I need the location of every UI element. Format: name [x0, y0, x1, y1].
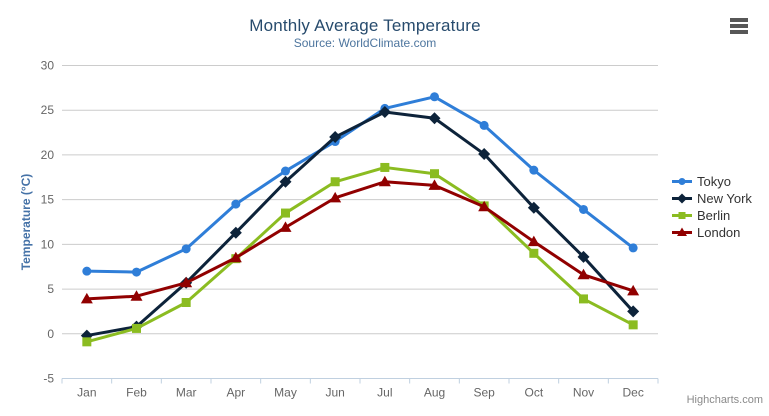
x-axis-label: Jul: [377, 386, 392, 400]
series-marker-london[interactable]: [627, 284, 640, 296]
diamond-marker-icon: [672, 193, 692, 204]
series-marker-tokyo[interactable]: [628, 243, 638, 253]
legend-label: Tokyo: [697, 174, 731, 189]
series-marker-berlin[interactable]: [529, 248, 539, 258]
series-marker-new-york[interactable]: [428, 112, 441, 125]
y-axis-tick-label: 5: [47, 282, 54, 296]
series-line-new-york[interactable]: [85, 110, 635, 338]
y-axis-tick-label: 15: [41, 193, 55, 207]
series-marker-new-york[interactable]: [329, 131, 342, 144]
y-axis-title: Temperature (°C): [19, 174, 33, 271]
triangle-marker-icon: [672, 227, 692, 236]
legend: Tokyo New York Berlin London: [672, 174, 752, 243]
series-marker-london[interactable]: [229, 251, 242, 263]
legend-label: London: [697, 225, 741, 240]
series-marker-tokyo[interactable]: [231, 199, 241, 209]
series-marker-tokyo[interactable]: [430, 92, 439, 102]
series-marker-berlin[interactable]: [628, 320, 638, 330]
legend-label: Berlin: [697, 208, 731, 223]
series-marker-tokyo[interactable]: [479, 120, 489, 130]
x-axis-label: Feb: [126, 386, 147, 400]
series-line-berlin[interactable]: [85, 165, 635, 344]
highcharts-credit-link[interactable]: Highcharts.com: [686, 394, 763, 406]
legend-item-london[interactable]: London: [672, 225, 752, 240]
chart-title: Monthly Average Temperature: [249, 16, 481, 35]
x-axis-label: Oct: [524, 386, 543, 400]
series-marker-berlin[interactable]: [132, 323, 141, 333]
series-marker-berlin[interactable]: [430, 169, 439, 179]
legend-marker-tokyo: [678, 178, 686, 185]
series-marker-london[interactable]: [130, 290, 143, 301]
y-axis-tick-label: 30: [41, 59, 55, 73]
series-marker-london[interactable]: [378, 175, 391, 187]
series-marker-tokyo[interactable]: [579, 204, 588, 214]
series-marker-london[interactable]: [329, 191, 342, 203]
y-axis-tick-label: 10: [41, 237, 55, 251]
legend-marker-london: [677, 227, 687, 236]
series-line-london[interactable]: [85, 180, 635, 301]
x-axis-label: Mar: [176, 386, 197, 400]
series-marker-london[interactable]: [80, 292, 93, 304]
x-axis-label: Apr: [226, 386, 245, 400]
series-marker-tokyo[interactable]: [82, 266, 92, 276]
x-axis-label: Jun: [325, 386, 344, 400]
export-menu-button[interactable]: [726, 13, 752, 39]
y-axis-tick-label: 25: [41, 103, 55, 117]
legend-marker-berlin: [678, 212, 686, 219]
series-marker-berlin[interactable]: [380, 162, 390, 172]
series-marker-new-york[interactable]: [229, 226, 242, 239]
series-marker-london[interactable]: [527, 235, 540, 247]
series-marker-berlin[interactable]: [181, 297, 191, 307]
series-marker-tokyo[interactable]: [132, 267, 141, 277]
series-marker-berlin[interactable]: [281, 208, 290, 218]
legend-item-berlin[interactable]: Berlin: [672, 208, 752, 223]
series-marker-new-york[interactable]: [577, 250, 590, 263]
x-axis-label: Dec: [622, 386, 643, 400]
circle-marker-icon: [672, 178, 692, 185]
x-axis-label: Jan: [77, 386, 96, 400]
series-new-york[interactable]: [80, 106, 640, 342]
series-marker-new-york[interactable]: [279, 175, 292, 188]
series-marker-new-york[interactable]: [478, 148, 491, 161]
x-axis-label: Aug: [424, 386, 445, 400]
hamburger-icon: [730, 18, 748, 34]
y-axis-tick-label: 20: [41, 148, 55, 162]
series-marker-berlin[interactable]: [82, 337, 92, 347]
series-marker-new-york[interactable]: [527, 201, 540, 214]
legend-item-tokyo[interactable]: Tokyo: [672, 174, 752, 189]
series-marker-london[interactable]: [428, 179, 441, 190]
series-london[interactable]: [80, 175, 640, 304]
series-marker-tokyo[interactable]: [281, 166, 290, 176]
series-marker-berlin[interactable]: [579, 294, 588, 304]
series-marker-new-york[interactable]: [378, 106, 391, 119]
series-marker-london[interactable]: [180, 276, 193, 288]
y-axis-tick-label: 0: [47, 327, 54, 341]
x-axis-label: May: [274, 386, 297, 400]
series-marker-tokyo[interactable]: [529, 165, 539, 175]
square-marker-icon: [672, 212, 692, 219]
series-marker-london[interactable]: [279, 221, 292, 232]
chart-subtitle: Source: WorldClimate.com: [293, 36, 437, 50]
legend-marker-new-york: [677, 193, 687, 204]
series-marker-tokyo[interactable]: [181, 244, 191, 254]
legend-item-new-york[interactable]: New York: [672, 191, 752, 206]
series-marker-new-york[interactable]: [627, 305, 640, 318]
series-marker-berlin[interactable]: [330, 177, 340, 187]
y-axis-tick-label: -5: [43, 372, 54, 386]
series-tokyo[interactable]: [82, 92, 638, 277]
series-marker-london[interactable]: [478, 200, 491, 212]
x-axis-label: Nov: [573, 386, 594, 400]
legend-label: New York: [697, 191, 752, 206]
series-marker-london[interactable]: [577, 268, 590, 280]
x-axis-label: Sep: [473, 386, 495, 400]
